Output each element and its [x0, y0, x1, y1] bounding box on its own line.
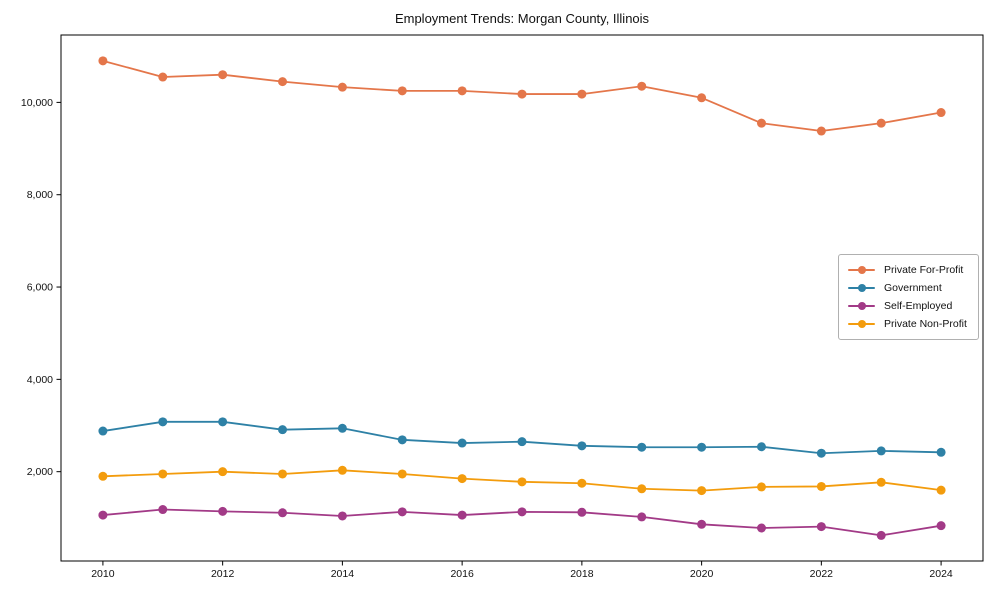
legend-line-dot-icon: [848, 284, 875, 293]
legend-line-dot-icon: [848, 266, 875, 275]
legend-label: Private Non-Profit: [884, 318, 967, 330]
data-point-self-employed-2019: [637, 512, 647, 522]
data-point-private-non-profit-2011: [158, 469, 168, 479]
data-point-government-2010: [98, 426, 108, 436]
data-point-private-for-profit-2019: [637, 81, 647, 91]
data-point-self-employed-2010: [98, 510, 108, 520]
legend-item-private-for-profit: Private For-Profit: [848, 264, 970, 276]
data-point-self-employed-2011: [158, 505, 168, 515]
legend-label: Private For-Profit: [884, 264, 964, 276]
x-tick-label: 2018: [570, 568, 594, 580]
data-point-self-employed-2024: [936, 521, 946, 531]
data-point-private-non-profit-2023: [876, 477, 886, 487]
x-tick-label: 2016: [450, 568, 474, 580]
data-point-private-for-profit-2024: [936, 108, 946, 118]
data-point-private-for-profit-2018: [577, 89, 587, 99]
data-point-private-non-profit-2015: [397, 469, 407, 479]
data-point-private-non-profit-2014: [337, 465, 347, 475]
data-point-government-2024: [936, 447, 946, 457]
data-point-self-employed-2012: [218, 506, 228, 516]
data-point-private-non-profit-2010: [98, 471, 108, 481]
data-point-government-2021: [756, 442, 766, 452]
data-point-private-for-profit-2011: [158, 72, 168, 82]
x-tick-label: 2010: [91, 568, 115, 580]
data-point-private-for-profit-2023: [876, 118, 886, 128]
data-point-private-non-profit-2021: [756, 482, 766, 492]
data-point-self-employed-2021: [756, 523, 766, 533]
data-point-self-employed-2018: [577, 507, 587, 517]
data-point-private-for-profit-2017: [517, 89, 527, 99]
data-point-private-for-profit-2012: [218, 70, 228, 80]
data-point-self-employed-2017: [517, 507, 527, 517]
data-point-self-employed-2022: [816, 522, 826, 532]
x-tick-label: 2020: [690, 568, 714, 580]
data-point-self-employed-2014: [337, 511, 347, 521]
data-point-government-2018: [577, 441, 587, 451]
data-point-private-non-profit-2013: [278, 469, 288, 479]
y-tick-label: 6,000: [27, 282, 53, 294]
data-point-self-employed-2013: [278, 508, 288, 518]
data-point-government-2017: [517, 437, 527, 447]
legend-line-dot-icon: [848, 320, 875, 329]
legend-line-dot-icon: [848, 302, 875, 311]
y-tick-label: 8,000: [27, 189, 53, 201]
data-point-private-non-profit-2017: [517, 477, 527, 487]
data-point-government-2013: [278, 425, 288, 435]
data-point-private-non-profit-2020: [697, 486, 707, 496]
x-tick-label: 2012: [211, 568, 235, 580]
data-point-private-for-profit-2021: [756, 118, 766, 128]
plot-frame: [60, 34, 984, 562]
data-point-private-for-profit-2016: [457, 86, 467, 96]
data-point-government-2020: [697, 442, 707, 452]
data-point-self-employed-2023: [876, 530, 886, 540]
data-point-government-2022: [816, 448, 826, 458]
chart-title: Employment Trends: Morgan County, Illino…: [394, 11, 650, 26]
x-tick-label: 2024: [929, 568, 953, 580]
legend-item-private-non-profit: Private Non-Profit: [848, 318, 970, 330]
data-point-private-non-profit-2016: [457, 474, 467, 484]
data-point-private-non-profit-2012: [218, 467, 228, 477]
data-point-private-for-profit-2014: [337, 82, 347, 92]
legend-label: Government: [884, 282, 942, 294]
x-tick-label: 2014: [331, 568, 355, 580]
legend-item-self-employed: Self-Employed: [848, 300, 970, 312]
legend-label: Self-Employed: [884, 300, 953, 312]
data-point-private-non-profit-2024: [936, 485, 946, 495]
data-point-self-employed-2016: [457, 510, 467, 520]
data-point-private-non-profit-2022: [816, 481, 826, 491]
data-point-government-2015: [397, 435, 407, 445]
y-tick-label: 2,000: [27, 466, 53, 478]
legend: Private For-Profit Government Self-Emplo…: [838, 254, 979, 340]
data-point-private-for-profit-2013: [278, 77, 288, 87]
data-point-government-2023: [876, 446, 886, 456]
data-point-private-for-profit-2010: [98, 56, 108, 66]
x-tick-label: 2022: [810, 568, 834, 580]
data-point-private-non-profit-2019: [637, 484, 647, 494]
y-tick-label: 10,000: [21, 97, 53, 109]
data-point-self-employed-2015: [397, 507, 407, 517]
data-point-government-2012: [218, 417, 228, 427]
data-point-government-2014: [337, 423, 347, 433]
data-point-private-for-profit-2020: [697, 93, 707, 103]
legend-item-government: Government: [848, 282, 970, 294]
data-point-government-2019: [637, 442, 647, 452]
data-point-government-2011: [158, 417, 168, 427]
data-point-private-for-profit-2022: [816, 126, 826, 136]
data-point-private-non-profit-2018: [577, 478, 587, 488]
data-point-government-2016: [457, 438, 467, 448]
data-point-self-employed-2020: [697, 519, 707, 529]
data-point-private-for-profit-2015: [397, 86, 407, 96]
y-tick-label: 4,000: [27, 374, 53, 386]
